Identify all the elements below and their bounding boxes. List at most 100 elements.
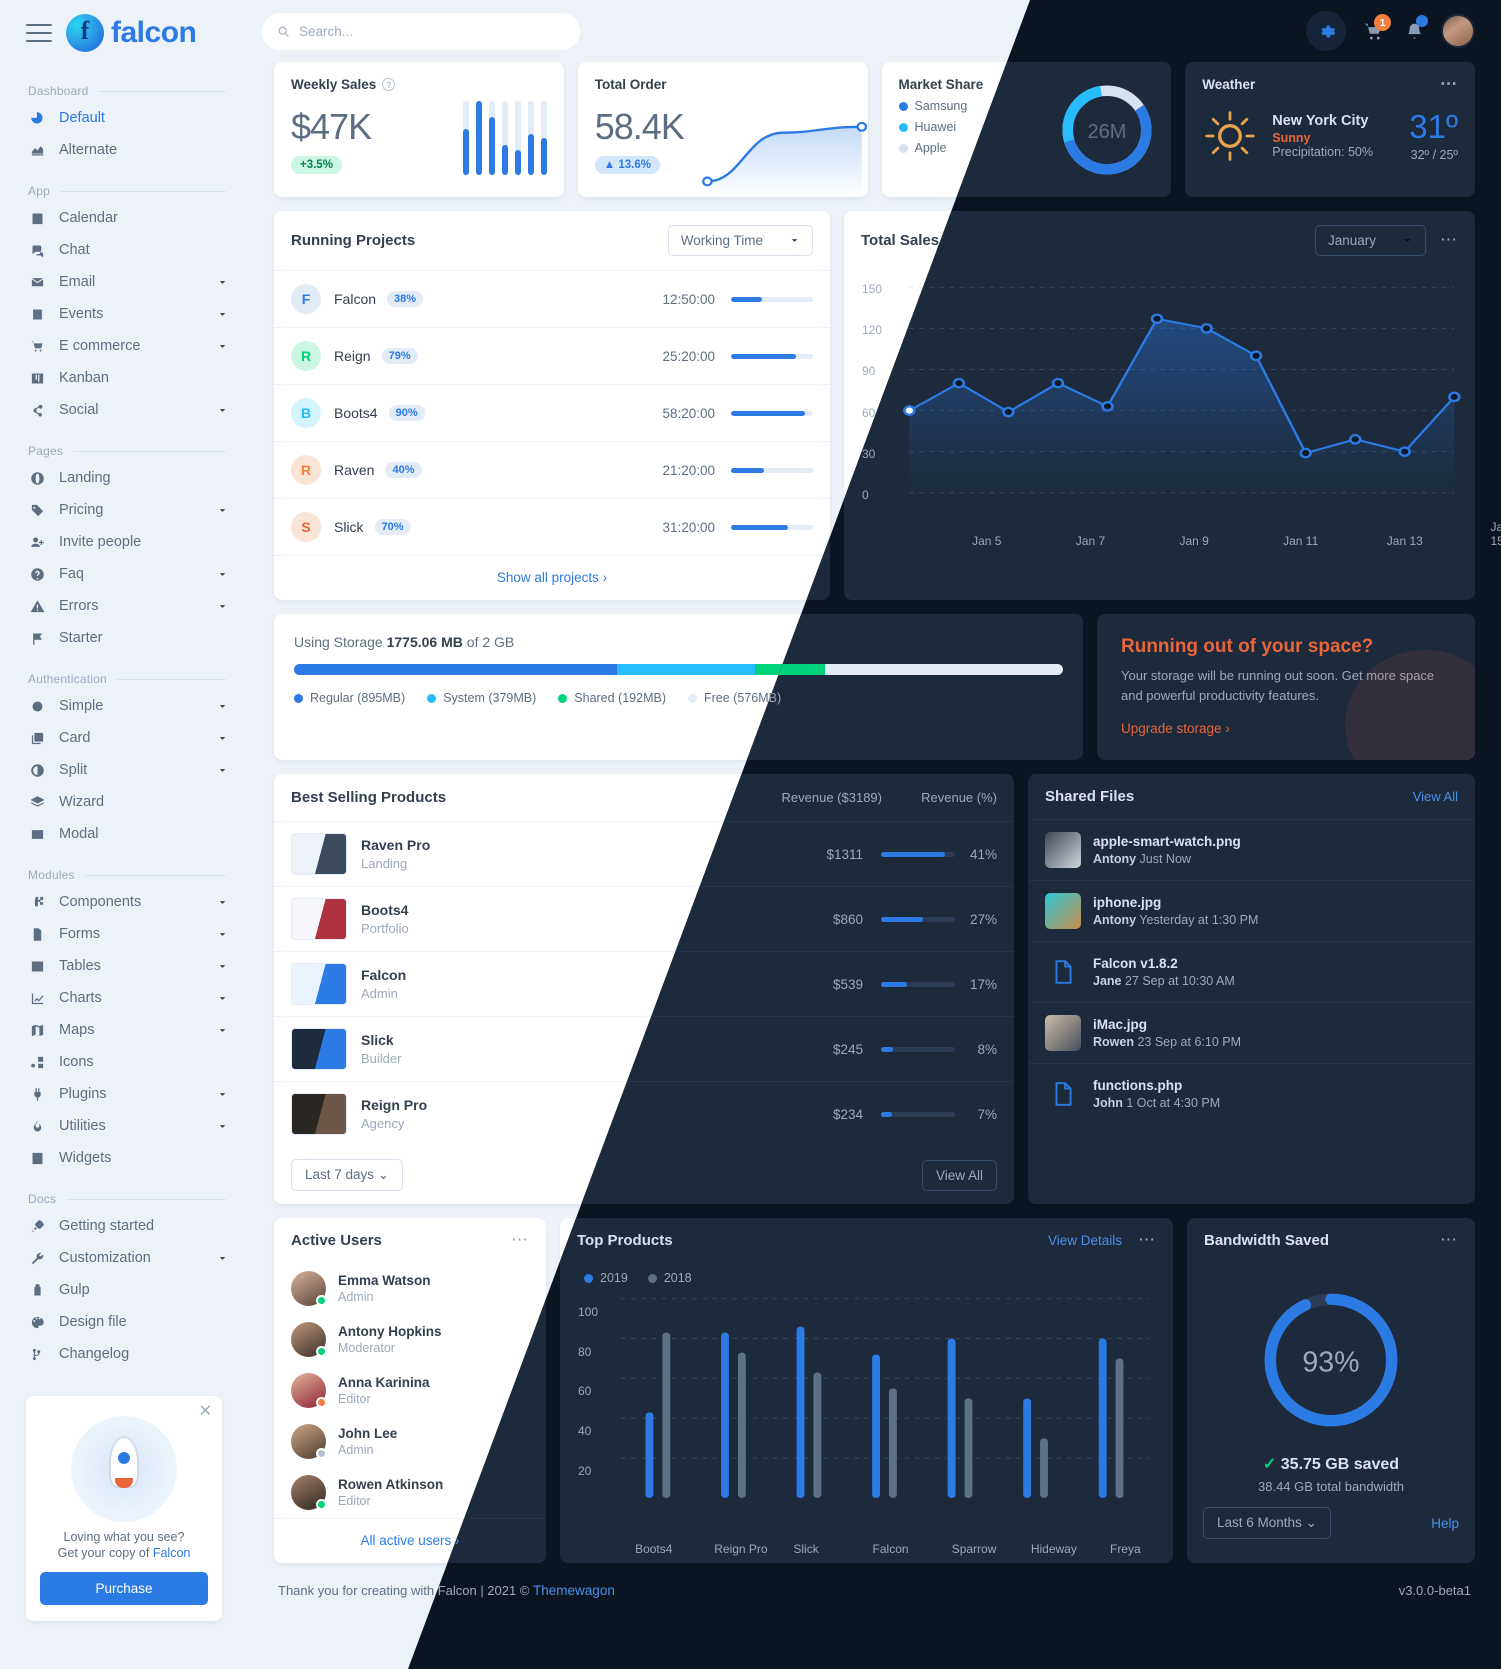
- list-item[interactable]: functions.php John 1 Oct at 4:30 PM: [1028, 1063, 1475, 1124]
- sidebar-item-charts[interactable]: Charts: [0, 982, 248, 1014]
- notifications-button[interactable]: [1400, 15, 1428, 45]
- list-item[interactable]: apple-smart-watch.png Antony Just Now: [1028, 819, 1475, 880]
- sidebar-item-alternate[interactable]: Alternate: [0, 134, 248, 166]
- total-sales-title: Total Sales: [861, 232, 940, 249]
- view-all-products-button[interactable]: View All: [921, 1159, 997, 1191]
- warning-icon: [30, 599, 44, 612]
- sidebar-item-widgets[interactable]: Widgets: [0, 1142, 248, 1174]
- avatar[interactable]: [1441, 14, 1475, 48]
- view-all-files-link[interactable]: View All: [1412, 789, 1458, 804]
- sidebar-item-label: Kanban: [59, 370, 109, 386]
- table-row[interactable]: S Slick 70% 31:20:00: [274, 498, 830, 555]
- sidebar-item-default[interactable]: Default: [0, 102, 248, 134]
- themewagon-link[interactable]: Themewagon: [533, 1583, 615, 1598]
- bandwidth-help-link[interactable]: Help: [1431, 1515, 1459, 1531]
- info-icon[interactable]: ?: [382, 78, 396, 91]
- sidebar-item-components[interactable]: Components: [0, 886, 248, 918]
- list-item[interactable]: John Lee Admin: [274, 1416, 546, 1467]
- more-options-icon[interactable]: ⋯: [1138, 1230, 1156, 1250]
- cart-button[interactable]: 1: [1359, 14, 1391, 45]
- active-users-header: Active Users ⋯: [274, 1218, 546, 1263]
- more-options-icon[interactable]: ⋯: [511, 1230, 529, 1250]
- sidebar-section-title: Authentication: [0, 668, 248, 690]
- list-item[interactable]: Falcon v1.8.2 Jane 27 Sep at 10:30 AM: [1028, 941, 1475, 1002]
- user-plus-icon: [30, 537, 44, 547]
- brand-name: falcon: [111, 16, 197, 49]
- list-item[interactable]: iMac.jpg Rowen 23 Sep at 6:10 PM: [1028, 1002, 1475, 1063]
- sidebar-item-changelog[interactable]: Changelog: [0, 1338, 248, 1370]
- sidebar-item-kanban[interactable]: Kanban: [0, 362, 248, 394]
- more-options-icon[interactable]: ⋯: [1440, 74, 1458, 94]
- brand-logo[interactable]: falcon: [66, 14, 197, 52]
- sidebar-item-utilities[interactable]: Utilities: [0, 1110, 248, 1142]
- weather-temperature: 31º 32º / 25º: [1409, 110, 1458, 162]
- working-time-select[interactable]: Working Time: [667, 225, 813, 256]
- list-item[interactable]: Anna Karinina Editor: [274, 1365, 546, 1416]
- sidebar-item-modal[interactable]: Modal: [0, 818, 248, 850]
- sidebar-item-chat[interactable]: Chat: [0, 234, 248, 266]
- upgrade-storage-link[interactable]: Upgrade storage ›: [1121, 721, 1230, 736]
- sidebar-item-maps[interactable]: Maps: [0, 1014, 248, 1046]
- date-range-select[interactable]: Last 7 days ⌄: [291, 1159, 404, 1191]
- storage-legend: Regular (895MB) System (379MB) Shared (192…: [294, 691, 1063, 705]
- list-item[interactable]: Antony Hopkins Moderator: [274, 1314, 546, 1365]
- sidebar-item-gulp[interactable]: Gulp: [0, 1274, 248, 1306]
- sidebar-item-email[interactable]: Email: [0, 266, 248, 298]
- sidebar-item-errors[interactable]: Errors: [0, 590, 248, 622]
- sidebar-item-invite-people[interactable]: Invite people: [0, 526, 248, 558]
- show-all-projects-link[interactable]: Show all projects ›: [496, 570, 608, 585]
- puzzle-icon: [32, 896, 43, 906]
- sidebar-item-pricing[interactable]: Pricing: [0, 494, 248, 526]
- search-input[interactable]: Search...: [262, 12, 580, 50]
- sidebar-item-starter[interactable]: Starter: [0, 622, 248, 654]
- sidebar-item-forms[interactable]: Forms: [0, 918, 248, 950]
- sidebar-item-e-commerce[interactable]: E commerce: [0, 330, 248, 362]
- more-options-icon[interactable]: ⋯: [1440, 1230, 1458, 1250]
- table-row[interactable]: R Raven 40% 21:20:00: [274, 441, 830, 498]
- sidebar-item-plugins[interactable]: Plugins: [0, 1078, 248, 1110]
- product-revenue: $539: [832, 976, 863, 992]
- sidebar-item-simple[interactable]: Simple: [0, 690, 248, 722]
- close-icon[interactable]: ✕: [198, 1403, 212, 1420]
- sidebar-item-icons[interactable]: Icons: [0, 1046, 248, 1078]
- sidebar-item-landing[interactable]: Landing: [0, 462, 248, 494]
- sidebar-item-design-file[interactable]: Design file: [0, 1306, 248, 1338]
- more-options-icon[interactable]: ⋯: [1440, 230, 1458, 250]
- sidebar-item-faq[interactable]: Faq: [0, 558, 248, 590]
- cart-icon: [30, 341, 42, 351]
- all-active-users-link[interactable]: All active users ›: [360, 1533, 460, 1548]
- sidebar-item-card[interactable]: Card: [0, 722, 248, 754]
- sidebar-item-getting-started[interactable]: Getting started: [0, 1210, 248, 1242]
- sidebar-item-social[interactable]: Social: [0, 394, 248, 426]
- hamburger-menu-icon[interactable]: [26, 24, 52, 42]
- search-placeholder: Search...: [299, 23, 354, 39]
- sidebar-section-title: Dashboard: [0, 80, 248, 102]
- legend-color-dot: [558, 693, 568, 703]
- sidebar-item-customization[interactable]: Customization: [0, 1242, 248, 1274]
- chevron-down-icon: [219, 312, 226, 316]
- sidebar-section-authentication: Authentication Simple Card Split Wizard Modal: [0, 668, 248, 850]
- month-select[interactable]: January: [1314, 225, 1426, 256]
- list-item[interactable]: iphone.jpg Antony Yesterday at 1:30 PM: [1028, 880, 1475, 941]
- running-projects-header: Running Projects Working Time: [274, 211, 830, 270]
- table-row[interactable]: F Falcon 38% 12:50:00: [274, 270, 830, 327]
- sidebar-item-calendar[interactable]: Calendar: [0, 202, 248, 234]
- table-row[interactable]: R Reign 79% 25:20:00: [274, 327, 830, 384]
- sidebar-item-split[interactable]: Split: [0, 754, 248, 786]
- list-item[interactable]: Emma Watson Admin: [274, 1263, 546, 1314]
- sidebar-item-tables[interactable]: Tables: [0, 950, 248, 982]
- list-item[interactable]: Rowen Atkinson Editor: [274, 1467, 546, 1518]
- table-row[interactable]: B Boots4 90% 58:20:00: [274, 384, 830, 441]
- sidebar-item-wizard[interactable]: Wizard: [0, 786, 248, 818]
- product-thumbnail: [291, 833, 347, 875]
- bandwidth-range-select[interactable]: Last 6 Months ⌄: [1203, 1507, 1331, 1539]
- purchase-button[interactable]: Purchase: [40, 1572, 208, 1605]
- settings-button[interactable]: [1306, 11, 1346, 51]
- sidebar-item-events[interactable]: Events: [0, 298, 248, 330]
- view-details-link[interactable]: View Details: [1047, 1233, 1122, 1248]
- file-name: iphone.jpg: [1093, 895, 1162, 910]
